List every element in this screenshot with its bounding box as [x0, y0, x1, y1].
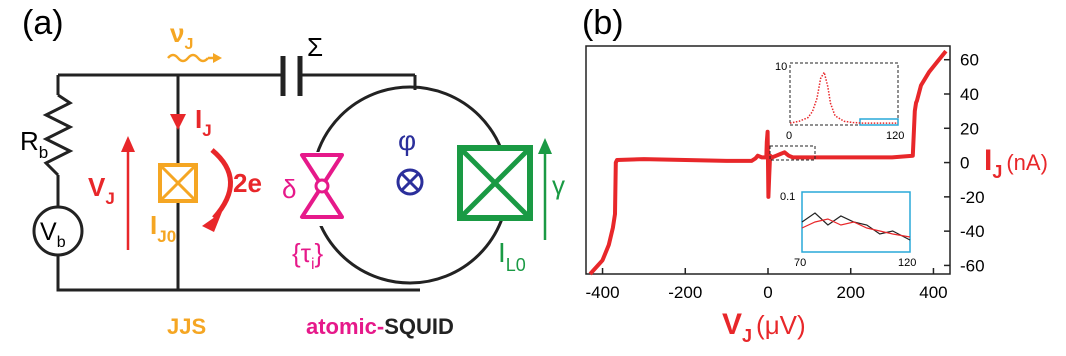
y-tick-label: -40 [960, 222, 985, 241]
il0-label: IL0 [498, 237, 526, 275]
flux-icon [396, 168, 424, 196]
vb-label: Vb [40, 218, 66, 251]
zoom-region-marker [769, 145, 816, 161]
x-tick-label: -200 [668, 283, 702, 302]
inset-zoom-xtick-left: 70 [794, 257, 806, 269]
jjs-label: JJS [167, 314, 206, 339]
inset-zoom: 0.1 70 120 [780, 191, 916, 269]
vj-arrow-icon [121, 136, 135, 152]
inset-zoom-xtick-right: 120 [898, 257, 916, 269]
y-tick-label: 0 [960, 154, 969, 173]
ij-label: IJ [195, 104, 212, 140]
resistor-rb [42, 93, 74, 177]
panel-a: (a) Rb Vb Σ νJ IJ VJ [20, 4, 565, 339]
rb-label: Rb [20, 126, 48, 162]
ij0-label: IJ0 [150, 210, 176, 246]
nu-j-label: νJ [170, 18, 193, 53]
inset-zoom-ytick: 0.1 [780, 191, 795, 203]
inset-peak-curve [789, 70, 898, 124]
x-tick-label: 200 [837, 283, 865, 302]
voltage-source-vb [32, 205, 84, 257]
inset-peak-ytick: 10 [775, 61, 787, 73]
inset-zoom-curve-red [801, 218, 911, 238]
photon-arrow-head [213, 53, 222, 63]
x-axis-title: VJ (μV) [722, 308, 806, 346]
inset-peak-xtick-left: 0 [786, 130, 792, 142]
jjs-junction-icon [158, 163, 198, 203]
x-tick-label: -400 [586, 283, 620, 302]
y-tick-label: 40 [960, 85, 979, 104]
two-e-label: 2e [233, 168, 262, 198]
inset-zoom-marker [859, 118, 899, 126]
gamma-arrow-icon [538, 138, 552, 154]
panel-a-label: (a) [22, 4, 64, 42]
x-tick-label: 0 [763, 283, 772, 302]
phi-label: φ [398, 125, 416, 156]
y-tick-label: 60 [960, 51, 979, 70]
sigma-label: Σ [307, 32, 323, 62]
y-tick-label: -20 [960, 188, 985, 207]
tunneling-arrow-icon [210, 148, 233, 220]
gamma-label: γ [552, 170, 565, 200]
x-axis: -400 -200 0 200 400 [586, 268, 948, 302]
ij-arrow-icon [170, 114, 186, 130]
x-tick-label: 400 [919, 283, 947, 302]
y-axis-title: IJ (nA) [984, 144, 1048, 182]
photon-wave-icon [167, 53, 209, 63]
atomic-squid-label: atomic-SQUID [306, 314, 454, 339]
y-tick-label: -60 [960, 256, 985, 275]
delta-label: δ [282, 174, 296, 204]
atomic-contact-icon [300, 152, 344, 226]
y-tick-label: 20 [960, 119, 979, 138]
vj-label: VJ [88, 172, 115, 208]
inset-peak: 10 0 120 [775, 61, 904, 142]
large-junction-icon [457, 145, 533, 221]
panel-b-label: (b) [582, 4, 624, 42]
tau-label: {τi} [292, 238, 324, 273]
main-curve [588, 49, 948, 276]
inset-peak-xtick-right: 120 [886, 130, 904, 142]
y-axis: 60 40 20 0 -20 -40 -60 [944, 51, 985, 275]
